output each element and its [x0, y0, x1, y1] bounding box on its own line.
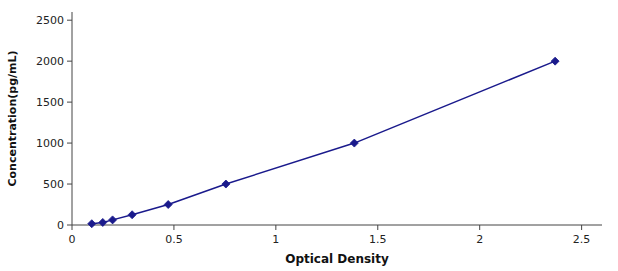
data-marker [350, 139, 358, 147]
data-marker [222, 180, 230, 188]
data-marker [99, 218, 107, 226]
y-tick [67, 225, 72, 226]
x-tick-label: 2.5 [573, 233, 591, 246]
y-tick-label: 0 [57, 219, 64, 232]
y-tick [67, 61, 72, 62]
page: {"chart_data": {"type": "line", "xlabel"… [0, 0, 618, 271]
y-tick-label: 1000 [36, 137, 64, 150]
chart-svg: 0 0.5 1 1.5 2 2.5 0 500 1000 1500 2000 2500 Optical … [0, 0, 618, 271]
chart-container: 0 0.5 1 1.5 2 2.5 0 500 1000 1500 2000 2500 Optical … [0, 0, 618, 271]
data-marker [109, 216, 117, 224]
y-tick [67, 143, 72, 144]
x-tick [72, 225, 73, 230]
data-group [88, 57, 559, 228]
y-tick-label: 1500 [36, 96, 64, 109]
y-axis-label: Concentration(pg/mL) [6, 50, 19, 186]
axes: 0 0.5 1 1.5 2 2.5 0 500 1000 1500 2000 2500 [36, 12, 602, 246]
x-tick [581, 225, 582, 230]
x-axis-label: Optical Density [285, 252, 389, 266]
y-tick-label: 500 [43, 178, 64, 191]
data-line [92, 61, 555, 224]
x-tick [173, 225, 174, 230]
data-marker [128, 211, 136, 219]
x-tick-label: 0.5 [165, 233, 183, 246]
x-tick-label: 1.5 [369, 233, 387, 246]
y-tick [67, 20, 72, 21]
y-tick-label: 2000 [36, 55, 64, 68]
y-tick [67, 102, 72, 103]
y-axis-line [72, 12, 73, 225]
x-tick-label: 1 [272, 233, 279, 246]
x-tick [275, 225, 276, 230]
y-tick-label: 2500 [36, 14, 64, 27]
x-tick-label: 0 [69, 233, 76, 246]
data-marker [164, 201, 172, 209]
x-tick-label: 2 [476, 233, 483, 246]
x-tick [377, 225, 378, 230]
data-marker [551, 57, 559, 65]
x-tick [479, 225, 480, 230]
y-tick [67, 184, 72, 185]
x-axis-line [72, 225, 602, 226]
data-marker [88, 220, 96, 228]
